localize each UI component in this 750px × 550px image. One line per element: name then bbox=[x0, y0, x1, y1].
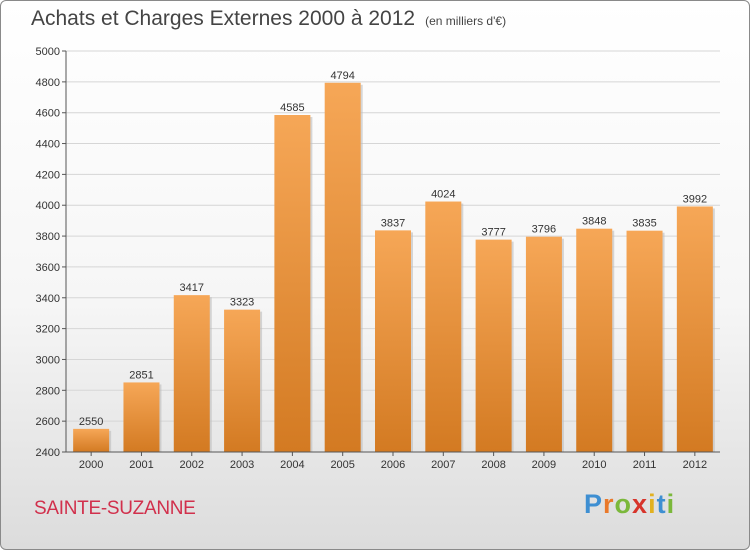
proxiti-logo: Proxiti bbox=[584, 489, 676, 519]
data-label: 3417 bbox=[180, 282, 204, 294]
data-label: 3777 bbox=[481, 227, 505, 239]
data-label: 2851 bbox=[129, 369, 153, 381]
y-tick-label: 4400 bbox=[36, 139, 60, 151]
y-tick-label: 3600 bbox=[36, 262, 60, 274]
bar-2003 bbox=[224, 309, 261, 452]
x-tick-label: 2009 bbox=[532, 459, 556, 471]
chart-title: Achats et Charges Externes 2000 à 2012 (e… bbox=[31, 7, 506, 31]
bar-2012 bbox=[676, 206, 713, 452]
bar-2007 bbox=[425, 201, 462, 452]
x-tick-label: 2011 bbox=[633, 459, 657, 471]
x-tick-label: 2007 bbox=[431, 459, 455, 471]
data-label: 3796 bbox=[532, 224, 556, 236]
data-label: 3848 bbox=[582, 216, 606, 228]
chart-title-text: Achats et Charges Externes 2000 à 2012 bbox=[31, 7, 416, 30]
data-label: 3835 bbox=[632, 218, 656, 230]
y-tick-label: 3800 bbox=[36, 231, 60, 243]
x-tick-label: 2001 bbox=[129, 459, 153, 471]
data-label: 3837 bbox=[381, 217, 405, 229]
y-tick-label: 2800 bbox=[36, 385, 60, 397]
data-label: 3992 bbox=[683, 193, 707, 205]
x-tick-label: 2008 bbox=[481, 459, 505, 471]
y-tick-label: 4000 bbox=[36, 200, 60, 212]
town-name: SAINTE-SUZANNE bbox=[34, 498, 196, 519]
bar-2011 bbox=[626, 230, 663, 452]
data-label: 2550 bbox=[79, 416, 103, 428]
x-tick-label: 2003 bbox=[230, 459, 254, 471]
data-label: 3323 bbox=[230, 297, 254, 309]
x-tick-label: 2012 bbox=[683, 459, 707, 471]
bar-2000 bbox=[73, 428, 110, 452]
y-tick-label: 4600 bbox=[36, 108, 60, 120]
y-tick-label: 3200 bbox=[36, 324, 60, 336]
bar-2009 bbox=[525, 236, 562, 452]
y-tick-label: 5000 bbox=[36, 46, 60, 58]
x-tick-label: 2004 bbox=[280, 459, 304, 471]
y-axis: 2400 2600 2800 3000 3200 3400 3600 3800 4000 4200… bbox=[36, 46, 67, 459]
x-tick-label: 2000 bbox=[79, 459, 103, 471]
bar-2004 bbox=[274, 115, 311, 452]
bars: 2550 2851 3417 3323 4585 4794 3837 4024 3777 3796… bbox=[73, 70, 715, 452]
bar-2005 bbox=[324, 82, 361, 452]
x-axis: 2000 2001 2002 2003 2004 2005 2006 2007 2008 2009… bbox=[66, 451, 720, 471]
y-tick-label: 4200 bbox=[36, 169, 60, 181]
bar-2006 bbox=[375, 230, 411, 452]
x-tick-label: 2010 bbox=[582, 459, 606, 471]
y-tick-label: 4800 bbox=[36, 77, 60, 89]
y-tick-label: 3000 bbox=[36, 354, 60, 366]
y-tick-label: 2600 bbox=[36, 416, 60, 428]
data-label: 4024 bbox=[431, 189, 455, 201]
bar-2001 bbox=[123, 382, 160, 452]
data-label: 4794 bbox=[330, 70, 354, 82]
x-tick-label: 2005 bbox=[330, 459, 354, 471]
x-tick-label: 2002 bbox=[180, 459, 204, 471]
data-label: 4585 bbox=[280, 102, 304, 114]
y-tick-label: 3400 bbox=[36, 293, 60, 305]
y-tick-label: 2400 bbox=[36, 447, 60, 459]
x-tick-label: 2006 bbox=[381, 459, 405, 471]
bar-2008 bbox=[475, 239, 512, 452]
chart-subtitle: (en milliers d'€) bbox=[425, 14, 507, 28]
bar-2002 bbox=[173, 295, 210, 452]
bar-2010 bbox=[576, 228, 613, 452]
